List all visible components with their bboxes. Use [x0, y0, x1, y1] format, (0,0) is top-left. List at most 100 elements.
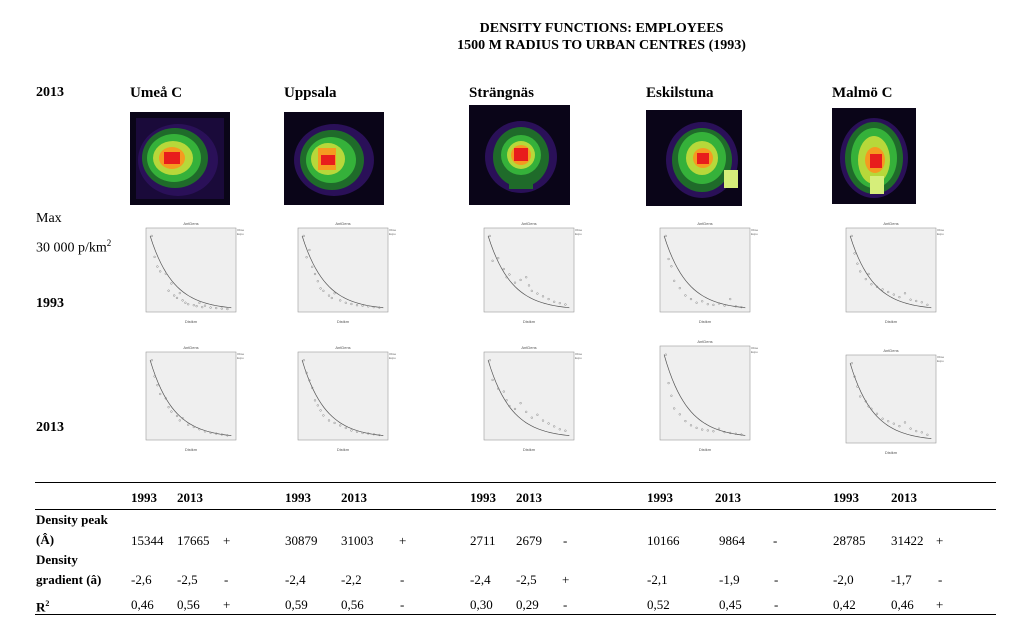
plot-area: [145, 351, 237, 441]
plot-xlabel: Distkm: [523, 447, 536, 452]
data-point: [667, 257, 670, 261]
data-point: [164, 272, 167, 275]
peak-eskilstuna-1993: 10166: [647, 533, 680, 548]
data-point: [547, 297, 550, 301]
hdr-eskilstuna-1993: 1993: [647, 490, 673, 505]
plot-legend-0: Observed: [751, 228, 758, 232]
plot-title: AntDens: [521, 345, 536, 350]
data-point: [887, 420, 890, 423]
data-point: [378, 306, 381, 309]
scatter-uppsala-1993: AntDens Distkm ObservedExponential: [297, 221, 396, 324]
plot-area: [145, 227, 237, 313]
data-point: [350, 429, 353, 432]
data-point: [220, 307, 223, 310]
gradient-strangnas-sign: +: [562, 572, 570, 587]
data-point: [856, 262, 859, 265]
plot-legend-1: Exponential: [389, 232, 396, 236]
data-point: [305, 256, 308, 259]
city-malmo: Malmö C: [832, 85, 893, 101]
data-point: [875, 412, 879, 415]
plot-area: [845, 227, 937, 313]
data-point: [870, 283, 873, 286]
heatmap-malmo: [832, 108, 916, 204]
data-point: [903, 421, 907, 424]
data-point: [667, 381, 670, 385]
data-point: [553, 300, 556, 303]
data-point: [875, 285, 879, 288]
plot-legend-0: Observed: [937, 228, 944, 232]
data-point: [355, 304, 359, 307]
scatter-malmo-1993: AntDens Distkm ObservedExponential: [845, 221, 944, 324]
data-point: [187, 303, 190, 306]
data-point: [530, 416, 533, 419]
label-gradient: Density gradient (â): [36, 552, 101, 588]
row-label-1993: 1993: [36, 296, 64, 311]
data-point: [313, 399, 317, 402]
data-point: [673, 279, 676, 283]
row-label-2013-top: 2013: [36, 85, 64, 100]
data-point: [519, 278, 522, 282]
gradient-malmo-2013: -1,7: [891, 572, 912, 587]
data-point: [181, 299, 184, 302]
data-point: [167, 406, 170, 409]
r2-umea-1993: 0,46: [131, 597, 154, 612]
r2-uppsala-1993: 0,59: [285, 597, 308, 612]
data-point: [156, 384, 159, 387]
scatter-umea-2013: AntDens Distkm ObservedExponential: [145, 345, 244, 452]
plot-legend-1: Exponential: [575, 232, 582, 236]
plot-legend-1: Exponential: [751, 350, 758, 354]
gradient-strangnas-2013: -2,5: [516, 572, 537, 587]
data-point: [313, 272, 317, 276]
plot-title: AntDens: [697, 221, 712, 226]
data-point: [536, 292, 539, 295]
data-point: [664, 234, 667, 238]
peak-strangnas-2013: 2679: [516, 533, 542, 548]
data-point: [372, 433, 375, 436]
plot-title: AntDens: [183, 345, 198, 350]
label-r-sup: 2: [45, 599, 50, 608]
label-r: R: [36, 599, 46, 615]
data-point: [159, 392, 162, 396]
data-point: [670, 394, 673, 397]
data-point: [850, 234, 853, 238]
data-point: [898, 295, 901, 299]
max-label-line2: 30 000 p/km2: [36, 231, 111, 261]
data-point: [859, 395, 862, 398]
data-point: [150, 359, 153, 362]
plot-xlabel: Distkm: [185, 447, 198, 452]
data-point: [853, 252, 856, 255]
scatter-umea-1993: AntDens Distkm ObservedExponential: [145, 221, 244, 324]
r2-umea-2013: 0,56: [177, 597, 200, 612]
r2-strangnas-1993: 0,30: [470, 597, 493, 612]
scatter-uppsala-2013: AntDens Distkm ObservedExponential: [297, 345, 396, 452]
data-point: [497, 387, 500, 390]
plot-area: [659, 227, 751, 313]
data-point: [330, 296, 333, 300]
plot-title: AntDens: [335, 345, 350, 350]
data-point: [505, 276, 508, 279]
data-point: [717, 427, 721, 430]
plot-legend-1: Exponential: [575, 356, 582, 360]
data-point: [881, 417, 884, 420]
data-point: [689, 424, 693, 427]
data-point: [203, 304, 207, 307]
data-point: [519, 402, 522, 405]
data-point: [856, 385, 859, 388]
plot-legend-1: Exponential: [751, 232, 758, 236]
data-point: [316, 280, 319, 283]
plot-area: [659, 345, 751, 441]
plot-title: AntDens: [883, 221, 898, 226]
data-point: [502, 267, 505, 271]
data-point: [192, 425, 195, 429]
heatmap-strangnas: [469, 105, 570, 205]
fit-curve: [663, 354, 746, 436]
gradient-eskilstuna-sign: -: [774, 572, 779, 587]
max-label: Max 30 000 p/km2: [36, 207, 111, 261]
plot-area: [297, 351, 389, 441]
plot-legend-1: Exponential: [937, 232, 944, 236]
data-point: [215, 432, 218, 435]
r2-uppsala-2013: 0,56: [341, 597, 364, 612]
data-point: [867, 405, 870, 408]
gradient-umea-2013: -2,5: [177, 572, 198, 587]
data-point: [178, 419, 181, 422]
